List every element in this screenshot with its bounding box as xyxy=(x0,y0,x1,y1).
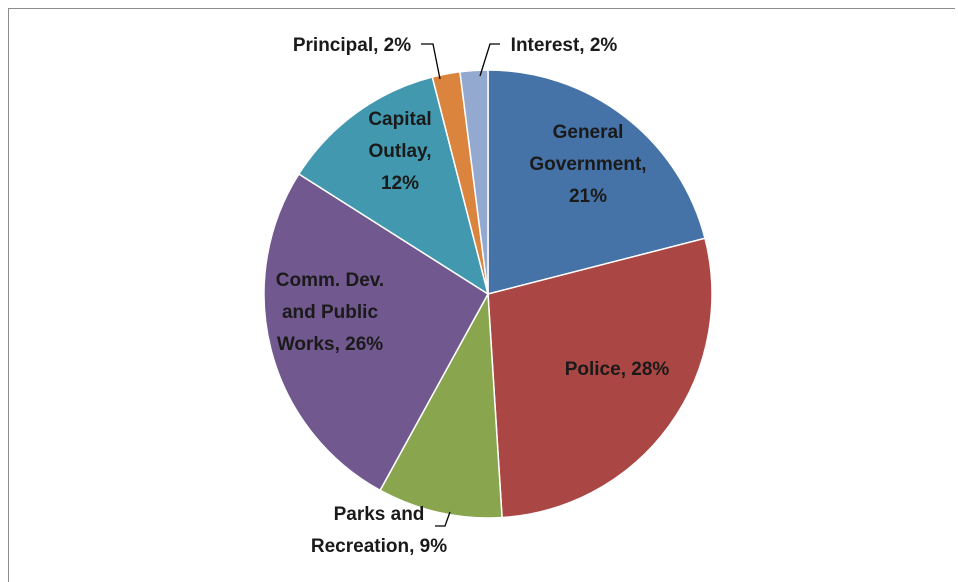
pie-slice-capital-outlay xyxy=(297,76,490,296)
slice-label-police: Police, 28% xyxy=(565,359,670,380)
slices-layer xyxy=(263,69,713,519)
pie-slice-general-government xyxy=(487,69,706,295)
leader-line-parks-and-recreation xyxy=(435,511,451,527)
leader-line-principal xyxy=(421,43,441,80)
slice-label-principal: Principal, 2% xyxy=(293,35,411,56)
pie-slice-comm-dev-and-public-works xyxy=(263,172,489,492)
pie-slice-parks-and-recreation xyxy=(379,291,503,519)
leader-lines xyxy=(421,43,500,527)
slice-label-capital-outlay: Capital Outlay, 12% xyxy=(368,109,431,194)
pie-slice-police xyxy=(487,237,713,519)
slice-label-parks-and-recreation: Parks and Recreation, 9% xyxy=(311,504,447,557)
labels-layer: General Government, 21% Police, 28% Parks an… xyxy=(276,35,670,557)
slice-label-interest: Interest, 2% xyxy=(511,35,618,56)
slice-label-comm-dev-and-public-works: Comm. Dev. and Public Works, 26% xyxy=(276,270,384,355)
leader-line-interest xyxy=(479,43,500,77)
pie-slice-interest xyxy=(459,69,489,295)
slice-label-general-government: General Government, 21% xyxy=(529,122,646,207)
